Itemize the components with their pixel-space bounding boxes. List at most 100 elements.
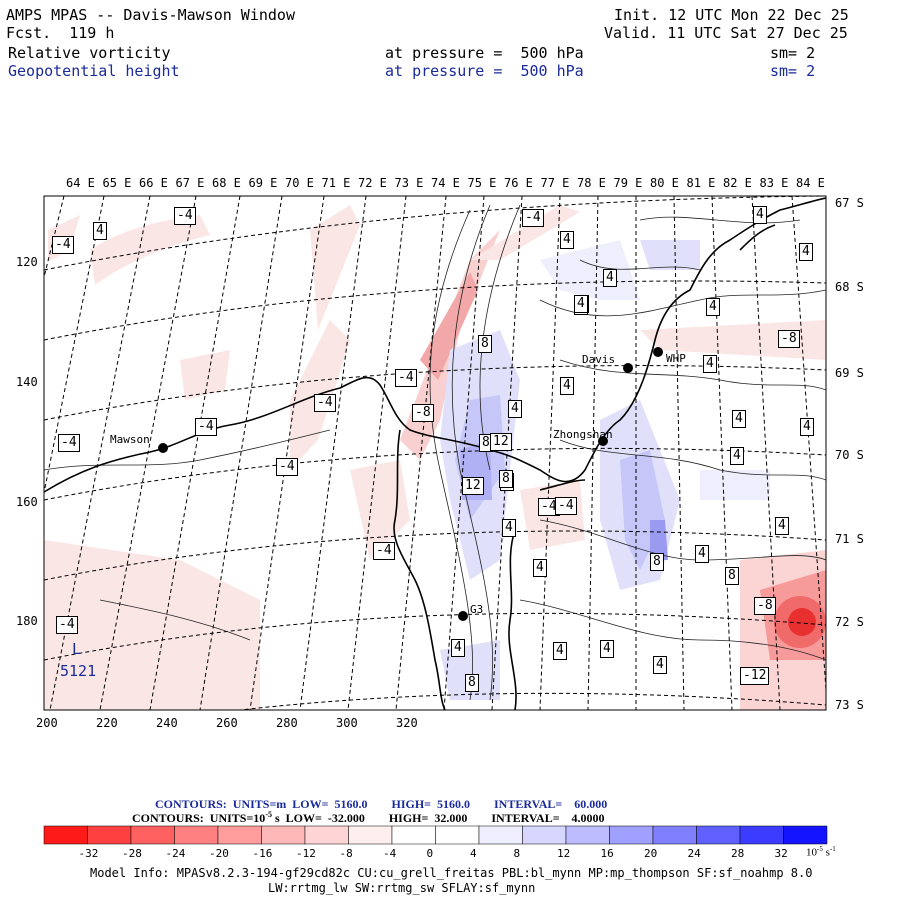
model-info-line1: Model Info: MPASv8.2.3-194-gf29cd82c CU:… bbox=[90, 866, 813, 880]
colorbar-swatch bbox=[783, 825, 828, 845]
contour-label: 4 bbox=[800, 418, 814, 436]
longitude-label: 76 E bbox=[504, 176, 533, 190]
init-time: Init. 12 UTC Mon 22 Dec 25 bbox=[614, 6, 849, 24]
colorbar-tick-label: 0 bbox=[426, 847, 434, 860]
longitude-label: 67 E bbox=[175, 176, 205, 190]
colorbar-swatch bbox=[391, 825, 436, 845]
contour-label: -4 bbox=[395, 369, 417, 387]
colorbar bbox=[43, 825, 828, 845]
longitude-label: 84 E bbox=[796, 176, 825, 190]
contour-label: 4 bbox=[603, 269, 617, 287]
latitude-label: 67 S bbox=[835, 196, 864, 210]
contour-label: -12 bbox=[740, 667, 770, 685]
longitude-label: 65 E bbox=[102, 176, 132, 190]
colorbar-tick-label: 4 bbox=[470, 847, 477, 860]
contour-label: 4 bbox=[732, 410, 746, 428]
colorbar-units-exp2: -1 bbox=[829, 845, 836, 853]
colorbar-swatch bbox=[217, 825, 262, 845]
contour-label: 12 bbox=[462, 477, 484, 495]
plot-title: AMPS MPAS -- Davis-Mawson Window bbox=[6, 6, 295, 24]
contour-label: 12 bbox=[490, 433, 512, 451]
contour-label: -4 bbox=[56, 616, 78, 634]
low-pressure-letter: L bbox=[72, 640, 82, 658]
station-label-zhongshan: Zhongshan bbox=[553, 428, 613, 441]
y-tick-label: 180 bbox=[16, 614, 38, 628]
contour-label: -4 bbox=[174, 207, 196, 225]
longitude-label: 68 E bbox=[212, 176, 241, 190]
contour-label: 4 bbox=[695, 545, 709, 563]
colorbar-swatch bbox=[478, 825, 523, 845]
longitude-label: 79 E bbox=[613, 176, 643, 190]
colorbar-swatch bbox=[43, 825, 88, 845]
colorbar-tick-label: -16 bbox=[252, 847, 273, 860]
latitude-label: 71 S bbox=[835, 532, 864, 546]
colorbar-swatch bbox=[130, 825, 175, 845]
contour-label: 4 bbox=[799, 243, 813, 261]
contour-label: 8 bbox=[725, 567, 739, 585]
vorticity-contour-info: CONTOURS: UNITS=10-5 s LOW= -32.000 HIGH… bbox=[132, 810, 605, 826]
colorbar-tick-label: 28 bbox=[731, 847, 745, 860]
latitude-label: 73 S bbox=[835, 698, 864, 712]
longitude-label: 72 E bbox=[358, 176, 387, 190]
vorticity-contour-units: CONTOURS: UNITS=10 bbox=[132, 811, 266, 825]
x-tick-label: 240 bbox=[156, 716, 178, 730]
contour-label: 4 bbox=[653, 656, 667, 674]
colorbar-tick-label: -20 bbox=[209, 847, 229, 860]
contour-label: -4 bbox=[195, 418, 217, 436]
colorbar-swatch bbox=[261, 825, 306, 845]
y-tick-label: 140 bbox=[16, 375, 38, 389]
colorbar-tick-label: -12 bbox=[296, 847, 316, 860]
colorbar-tick-label: -8 bbox=[339, 847, 353, 860]
colorbar-units-s: s bbox=[825, 846, 830, 859]
contour-label: 4 bbox=[451, 639, 465, 657]
pressure-level-vorticity: at pressure = 500 hPa bbox=[385, 44, 584, 62]
colorbar-tick-label: 24 bbox=[687, 847, 701, 860]
station-label-whp: WHP bbox=[666, 352, 686, 365]
pressure-level-height: at pressure = 500 hPa bbox=[385, 62, 584, 80]
contour-label: 4 bbox=[600, 640, 614, 658]
colorbar-swatch bbox=[696, 825, 741, 845]
contour-label: 8 bbox=[478, 335, 492, 353]
contour-label: 4 bbox=[703, 355, 717, 373]
colorbar-swatch bbox=[652, 825, 697, 845]
longitude-label: 80 E bbox=[650, 176, 679, 190]
contour-label: 4 bbox=[706, 298, 720, 316]
contour-label: 4 bbox=[560, 377, 574, 395]
colorbar-units-exp1: -5 bbox=[817, 845, 823, 853]
contour-label: -4 bbox=[555, 497, 577, 515]
contour-label: -8 bbox=[412, 404, 434, 422]
contour-label: 8 bbox=[465, 674, 479, 692]
latitude-label: 69 S bbox=[835, 366, 864, 380]
height-contour-info: CONTOURS: UNITS=m LOW= 5160.0 HIGH= 5160… bbox=[155, 797, 608, 811]
colorbar-tick-label: 32 bbox=[774, 847, 788, 860]
longitude-label: 78 E bbox=[577, 176, 606, 190]
colorbar-units-base: 10 bbox=[806, 846, 817, 859]
field-name-height: Geopotential height bbox=[8, 62, 180, 80]
contour-label: -8 bbox=[778, 330, 800, 348]
contour-label: 4 bbox=[502, 519, 516, 537]
y-tick-label: 120 bbox=[16, 255, 38, 269]
latitude-label: 70 S bbox=[835, 448, 864, 462]
x-tick-label: 300 bbox=[336, 716, 358, 730]
x-tick-label: 220 bbox=[96, 716, 118, 730]
contour-label: 8 bbox=[650, 553, 664, 571]
longitude-label: 69 E bbox=[248, 176, 278, 190]
colorbar-swatch bbox=[565, 825, 610, 845]
colorbar-swatch bbox=[522, 825, 567, 845]
colorbar-tick-label: -28 bbox=[122, 847, 142, 860]
colorbar-tick-label: -24 bbox=[165, 847, 186, 860]
longitude-label: 71 E bbox=[321, 176, 351, 190]
colorbar-tick-label: 16 bbox=[600, 847, 614, 860]
smoothing-height: sm= 2 bbox=[770, 62, 816, 80]
x-tick-label: 200 bbox=[36, 716, 58, 730]
model-info-line2: LW:rrtmg_lw SW:rrtmg_sw SFLAY:sf_mynn bbox=[268, 881, 536, 895]
colorbar-tick-label: -4 bbox=[383, 847, 397, 860]
colorbar-tick-label: 8 bbox=[513, 847, 521, 860]
longitude-label: 77 E bbox=[540, 176, 570, 190]
low-pressure-value: 5121 bbox=[60, 662, 97, 680]
contour-label: -4 bbox=[314, 394, 336, 412]
station-label-mawson: Mawson bbox=[110, 433, 150, 446]
longitude-label: 74 E bbox=[431, 176, 460, 190]
contour-label: -8 bbox=[754, 597, 776, 615]
colorbar-swatch bbox=[87, 825, 132, 845]
